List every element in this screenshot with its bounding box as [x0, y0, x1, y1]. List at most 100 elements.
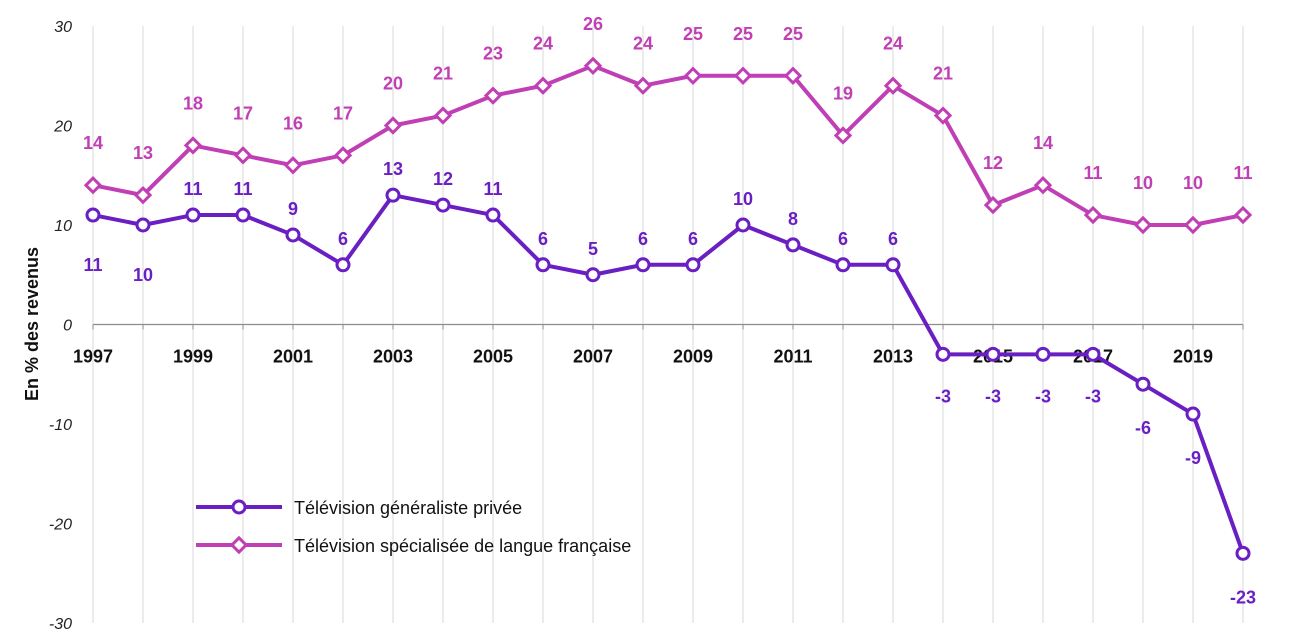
x-tick-label: 2013 — [873, 347, 913, 367]
data-label: 11 — [1083, 163, 1102, 183]
x-tick-label: 2003 — [373, 347, 413, 367]
data-point — [1035, 346, 1051, 362]
data-label: 11 — [183, 179, 202, 199]
data-point — [83, 176, 103, 195]
data-label: 25 — [783, 24, 803, 44]
data-label: 6 — [338, 229, 348, 249]
data-point — [1235, 545, 1251, 561]
y-axis-label: En % des revenus — [22, 247, 42, 401]
data-label: -3 — [1085, 386, 1101, 406]
data-labels: 11 10 11 11 9 6 13 12 11 6 5 6 6 10 8 6 6 -3 -3 -3 -3 -6 -9 -23… — [83, 14, 1256, 608]
series-line-0 — [92, 193, 1245, 555]
data-label: 18 — [183, 93, 203, 113]
x-tick-label: 1999 — [173, 347, 213, 367]
data-label: -23 — [1230, 587, 1256, 607]
data-label: 6 — [538, 229, 548, 249]
data-point — [283, 156, 303, 175]
data-point — [635, 257, 651, 273]
data-point — [533, 76, 553, 95]
data-point — [235, 207, 251, 223]
data-point — [435, 197, 451, 213]
data-label: 6 — [688, 229, 698, 249]
data-point — [985, 346, 1001, 362]
data-point — [585, 267, 601, 283]
data-label: -6 — [1135, 418, 1151, 438]
series-line-1 — [92, 63, 1244, 227]
data-label: 21 — [933, 64, 953, 84]
data-label: 26 — [583, 14, 603, 34]
data-label: 16 — [283, 113, 303, 133]
data-point — [735, 217, 751, 233]
x-tick-label: 2011 — [773, 347, 812, 367]
data-point — [1133, 215, 1153, 235]
data-point — [135, 217, 151, 233]
data-label: 10 — [1183, 173, 1203, 193]
series-layer — [83, 56, 1253, 561]
data-point — [133, 185, 153, 205]
data-point — [733, 66, 753, 85]
data-point — [583, 56, 603, 75]
data-label: 24 — [883, 34, 903, 54]
x-tick-label: 2019 — [1173, 347, 1213, 367]
y-tick-label: -10 — [49, 417, 72, 434]
data-label: 12 — [433, 169, 453, 189]
data-label: 25 — [683, 24, 703, 44]
data-label: 24 — [633, 34, 653, 54]
data-point — [335, 257, 351, 273]
data-point — [683, 66, 703, 85]
data-point — [85, 207, 101, 223]
y-tick-label: 20 — [53, 119, 72, 136]
data-point — [785, 237, 801, 253]
data-label: 17 — [333, 103, 353, 123]
data-point — [833, 126, 853, 145]
legend-label-generaliste: Télévision généraliste privée — [294, 498, 522, 518]
data-point — [483, 86, 503, 105]
data-point — [383, 116, 403, 135]
data-point — [385, 187, 401, 203]
data-label: 12 — [983, 153, 1003, 173]
legend-label-specialisee: Télévision spécialisée de langue françai… — [294, 536, 631, 556]
data-label: 6 — [888, 229, 898, 249]
data-point — [183, 136, 203, 155]
data-label: 11 — [233, 179, 252, 199]
data-label: 24 — [533, 34, 553, 54]
data-label: 10 — [733, 189, 753, 209]
data-label: 13 — [133, 143, 153, 163]
data-label: 11 — [1233, 163, 1252, 183]
data-label: 21 — [433, 64, 453, 84]
data-point — [935, 346, 951, 362]
data-point — [535, 257, 551, 273]
data-point — [633, 76, 653, 95]
data-label: 10 — [1133, 173, 1153, 193]
data-label: 13 — [383, 159, 403, 179]
data-point — [1033, 176, 1053, 195]
data-label: 8 — [788, 209, 798, 229]
data-label: -3 — [985, 386, 1001, 406]
data-point — [1085, 346, 1101, 362]
data-label: 6 — [638, 229, 648, 249]
data-label: 9 — [288, 199, 298, 219]
data-point — [333, 146, 353, 165]
data-label: 14 — [83, 133, 103, 153]
data-point — [233, 146, 253, 165]
x-tick-label: 2005 — [473, 347, 513, 367]
legend: Télévision généraliste privée Télévision… — [196, 498, 631, 556]
data-label: -3 — [935, 386, 951, 406]
y-tick-label: 0 — [63, 318, 72, 335]
data-point — [1083, 205, 1103, 225]
x-axis: 1997199920012003200520072009201120132015… — [73, 323, 1244, 367]
data-point — [783, 66, 803, 85]
data-label: 11 — [483, 179, 502, 199]
data-label: -9 — [1185, 448, 1201, 468]
x-tick-label: 1997 — [73, 347, 113, 367]
data-label: 25 — [733, 24, 753, 44]
legend-marker-specialisee — [229, 535, 249, 555]
data-label: 23 — [483, 44, 503, 64]
data-point — [933, 106, 953, 125]
data-label: 17 — [233, 103, 253, 123]
y-tick-label: -30 — [49, 616, 72, 633]
data-point — [685, 257, 701, 273]
x-tick-label: 2009 — [673, 347, 713, 367]
y-tick-label: 10 — [54, 218, 72, 235]
x-tick-label: 2001 — [273, 347, 313, 367]
